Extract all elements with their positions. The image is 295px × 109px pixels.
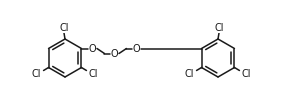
Text: O: O <box>133 43 140 54</box>
Text: Cl: Cl <box>242 68 251 78</box>
Text: Cl: Cl <box>185 68 194 78</box>
Text: Cl: Cl <box>32 68 41 78</box>
Text: O: O <box>88 43 96 54</box>
Text: Cl: Cl <box>89 68 98 78</box>
Text: Cl: Cl <box>214 23 224 33</box>
Text: O: O <box>111 49 118 59</box>
Text: Cl: Cl <box>59 23 69 33</box>
